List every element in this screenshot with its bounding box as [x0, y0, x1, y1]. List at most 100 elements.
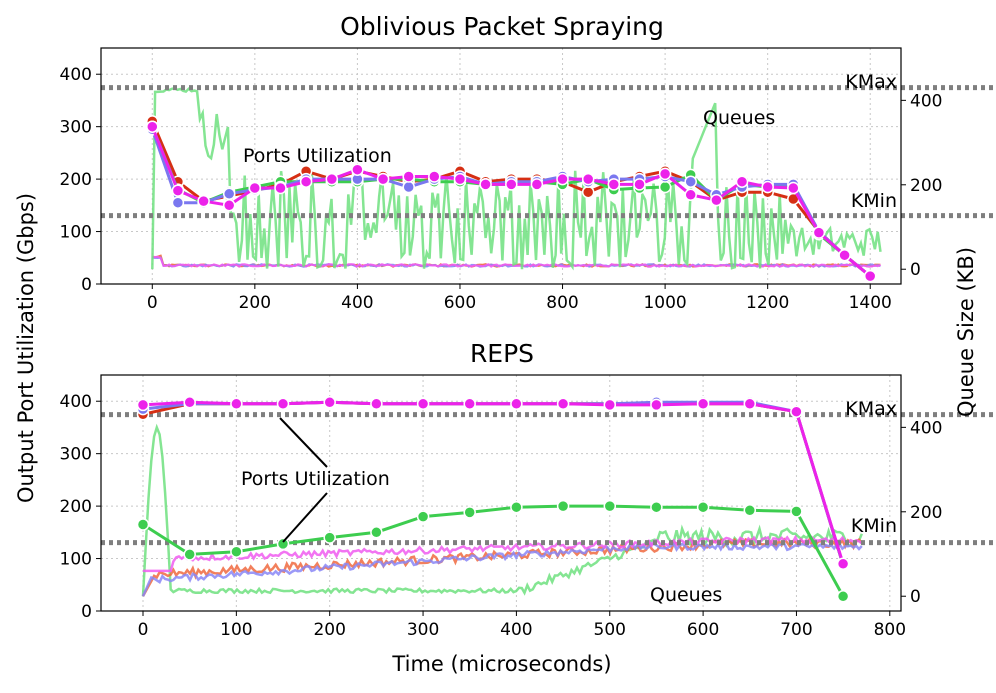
x-tick-label: 400 — [500, 620, 532, 640]
x-tick-label: 400 — [341, 293, 373, 313]
port-series — [136, 396, 850, 603]
x-tick-label: 100 — [220, 620, 252, 640]
axis-ticks: 0 200 400 600 800 1000 1200 1400 0 100 200 300 400 0 2… — [60, 65, 943, 313]
x-tick-label: 200 — [239, 293, 271, 313]
data-point — [370, 526, 383, 539]
y-axis-label-left: Output Port Utilization (Gbps) — [14, 193, 38, 503]
series-line — [142, 400, 845, 565]
data-point — [248, 181, 262, 195]
x-tick-label: 800 — [546, 293, 578, 313]
data-point — [510, 397, 523, 411]
data-point — [136, 518, 150, 531]
data-point — [710, 193, 723, 207]
data-point — [402, 180, 415, 194]
data-point — [696, 397, 710, 411]
y-right-tick-label: 200 — [910, 503, 942, 523]
data-point — [650, 398, 663, 412]
data-point — [863, 269, 877, 283]
y-tick-label: 100 — [60, 223, 92, 243]
data-point — [276, 537, 290, 551]
data-point — [323, 531, 336, 544]
queue-trace — [143, 534, 863, 573]
data-point — [479, 178, 492, 191]
data-point — [274, 181, 287, 195]
queue-series — [151, 86, 882, 271]
data-point — [607, 178, 621, 191]
data-point — [376, 172, 390, 186]
x-tick-label: 600 — [444, 293, 476, 313]
kmax-label: KMax — [845, 71, 897, 93]
y-right-tick-label: 0 — [910, 587, 921, 607]
data-point — [171, 184, 185, 197]
data-point — [836, 557, 850, 571]
data-point — [453, 172, 467, 186]
data-point — [787, 181, 800, 195]
queue-trace — [141, 423, 863, 597]
data-point — [197, 194, 210, 208]
data-point — [556, 499, 570, 513]
data-point — [230, 545, 243, 558]
plot-frame — [100, 374, 902, 612]
y-right-tick-label: 400 — [910, 91, 942, 111]
data-point — [743, 397, 757, 411]
y-tick-label: 0 — [81, 275, 92, 295]
chart-title: Oblivious Packet Spraying — [340, 12, 664, 41]
data-point — [230, 397, 243, 411]
data-point — [658, 180, 672, 194]
data-point — [530, 178, 544, 191]
data-point — [650, 500, 663, 514]
x-tick-label: 700 — [780, 620, 812, 640]
series-line — [142, 504, 845, 598]
data-point — [222, 199, 236, 212]
data-point — [761, 180, 774, 194]
data-point — [370, 397, 383, 411]
data-point — [790, 505, 803, 518]
data-point — [556, 172, 569, 186]
x-tick-label: 1400 — [849, 293, 892, 313]
plot-frame — [100, 47, 902, 285]
data-point — [299, 175, 313, 188]
port-series — [146, 115, 877, 283]
data-point — [603, 398, 617, 412]
queue-trace — [141, 541, 863, 597]
annotation-arrow — [282, 492, 328, 543]
data-point — [416, 397, 430, 411]
data-point — [323, 396, 336, 409]
data-point — [146, 120, 159, 133]
y-right-tick-label: 0 — [910, 260, 921, 280]
queues-label: Queues — [703, 107, 775, 129]
data-point — [463, 506, 476, 519]
data-point — [351, 163, 364, 176]
data-point — [183, 548, 196, 561]
x-tick-label: 500 — [594, 620, 626, 640]
data-point — [603, 499, 617, 513]
data-point — [402, 170, 415, 183]
axis-ticks: 0 100 200 300 400 500 600 700 800010020030040002… — [60, 392, 943, 640]
data-point — [463, 397, 476, 411]
x-tick-label: 0 — [147, 293, 158, 313]
x-tick-label: 800 — [874, 620, 906, 640]
kmax-label: KMax — [845, 398, 897, 420]
data-point — [428, 170, 441, 183]
data-point — [836, 590, 850, 603]
y-tick-label: 400 — [60, 392, 92, 412]
queue-trace — [151, 86, 882, 271]
y-tick-label: 300 — [60, 445, 92, 465]
y-right-tick-label: 200 — [910, 176, 942, 196]
kmin-label: KMin — [851, 190, 897, 212]
data-point — [510, 500, 523, 514]
x-tick-label: 200 — [313, 620, 345, 640]
data-point — [581, 172, 595, 186]
y-axis-label-right: Queue Size (KB) — [954, 247, 978, 417]
data-point — [838, 248, 851, 262]
data-point — [183, 396, 196, 409]
data-point — [276, 397, 290, 411]
data-point — [696, 500, 710, 514]
data-point — [658, 167, 672, 181]
data-point — [325, 172, 339, 186]
y-right-tick-label: 400 — [910, 418, 942, 438]
x-tick-label: 600 — [687, 620, 719, 640]
y-tick-label: 200 — [60, 497, 92, 517]
data-point — [812, 226, 826, 239]
ports-utilization-label: Ports Utilization — [243, 145, 392, 167]
